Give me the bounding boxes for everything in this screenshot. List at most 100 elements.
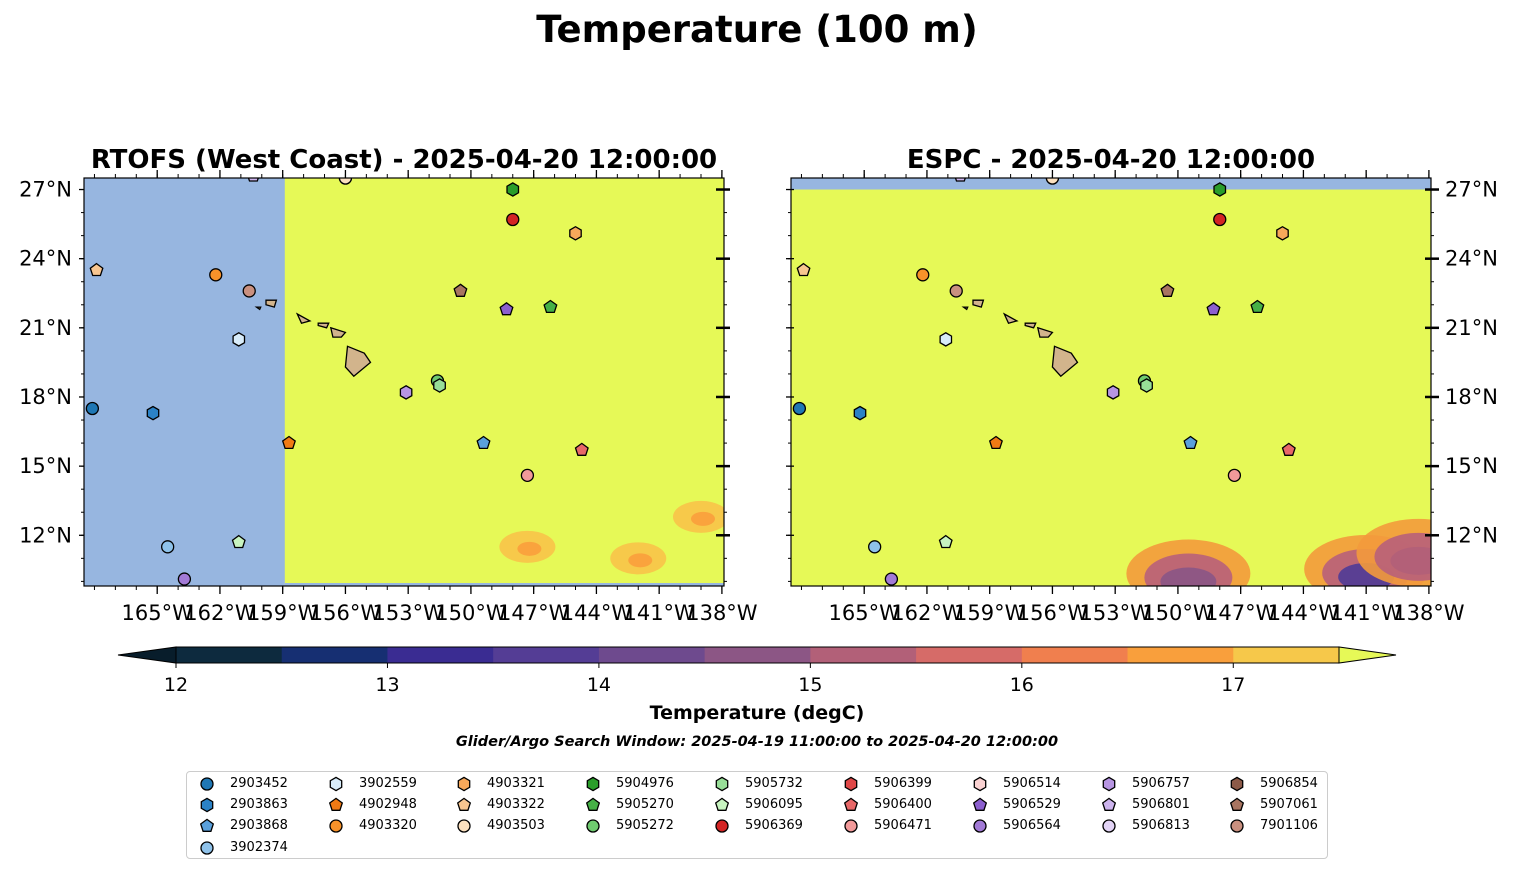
float-marker-2903452 [85,401,100,416]
legend-marker-icon [456,797,472,812]
temperature-field [791,178,1431,586]
legend-label: 4903321 [487,776,545,791]
x-tick-label: 138°W [686,601,758,625]
island-land [972,299,985,308]
island-land [254,306,262,311]
legend-marker-icon [200,777,214,791]
legend-label: 4903320 [359,818,417,834]
y-tick-label: 15°N [19,454,72,478]
temperature-colorbar: 12 13 14 15 16 17 [117,646,1397,696]
legend-marker-icon [973,819,987,834]
island-land [295,312,312,324]
legend-label: 5906801 [1132,797,1190,813]
legend-marker-icon [328,797,344,812]
float-marker-5906471 [1227,468,1242,483]
float-marker-5906801 [247,178,259,182]
no-data-region [791,178,1431,190]
legend-marker-icon [329,776,343,792]
legend-label: 5906854 [1260,776,1318,791]
legend-marker-icon [1229,797,1245,812]
y-tick-label: 21°N [19,316,72,340]
island-land [265,299,278,308]
island-land [1036,326,1054,338]
float-marker-3902374 [868,540,882,554]
legend-label: 5905732 [745,776,803,791]
legend-marker-icon [844,819,858,834]
colorbar-tick-label: 16 [1010,674,1034,696]
float-marker-5905270 [1250,299,1265,314]
legend-marker-icon [586,819,600,834]
legend-marker-icon [715,819,729,834]
y-tick-label: 15°N [1445,454,1498,478]
no-data-region [84,178,285,586]
espc-map-panel: ESPC - 2025-04-20 12:00:00 165°W162°W159°… [786,145,1498,625]
float-marker-5906564 [177,572,192,586]
y-tick-label: 24°N [1445,247,1498,271]
y-tick-label: 12°N [1445,523,1498,547]
legend-label: 3902374 [230,839,288,855]
float-marker-5906369 [506,212,520,227]
x-tick-label: 150°W [435,601,507,625]
float-marker-3902559 [939,332,953,347]
legend-marker-icon [844,776,858,792]
legend-label: 5906471 [874,818,932,834]
x-tick-label: 150°W [1142,601,1214,625]
y-tick-label: 18°N [19,385,72,409]
float-marker-2903868 [1183,435,1198,450]
float-marker-5906564 [884,572,899,586]
float-marker-4903322 [796,262,811,277]
island-land [344,345,372,378]
legend-label: 5904976 [616,776,674,791]
colorbar-bin [916,647,1023,663]
float-marker-2903868 [476,435,491,450]
legend-marker-icon [1102,819,1116,834]
float-marker-7901106 [949,284,963,298]
legend-marker-icon [457,776,471,792]
x-tick-label: 147°W [1205,601,1277,625]
float-marker-2903452 [792,401,807,416]
legend-label: 5905272 [616,818,674,834]
legend-label: 5906514 [1003,776,1061,791]
y-tick-label: 27°N [1445,178,1498,202]
y-tick-label: 12°N [19,523,72,547]
legend-marker-icon [843,797,859,812]
legend-label: 4903322 [487,797,545,813]
x-tick-label: 144°W [1268,601,1340,625]
y-tick-label: 24°N [19,247,72,271]
colorbar-bin [598,647,706,663]
colorbar-bin [387,647,494,663]
panel-title: ESPC - 2025-04-20 12:00:00 [907,145,1315,175]
legend-label: 5906399 [874,776,932,791]
colorbar-label: Temperature (degC) [650,702,865,724]
float-marker-5906757 [399,385,413,400]
legend-marker-icon [1230,776,1244,792]
legend-marker-icon [714,797,730,812]
float-marker-3902374 [161,540,175,554]
x-tick-label: 165°W [122,601,194,625]
float-marker-5905732 [433,378,446,393]
panel-title: RTOFS (West Coast) - 2025-04-20 12:00:00 [91,145,717,175]
float-marker-5906400 [1281,442,1296,456]
colorbar-bin [1127,647,1234,663]
float-marker-4903320 [916,268,930,282]
float-marker-5906757 [1106,385,1120,400]
float-marker-5906471 [520,468,535,483]
float-marker-5904976 [1213,182,1227,197]
legend-label: 5906757 [1132,776,1190,791]
legend-label: 5906529 [1003,797,1061,813]
colorbar-tick-label: 12 [164,674,188,696]
float-marker-5906400 [574,442,589,456]
colorbar-tick-label: 14 [587,674,611,696]
legend-label: 5906564 [1003,818,1061,834]
island-land [1024,322,1037,329]
x-tick-label: 138°W [1393,601,1465,625]
x-tick-label: 162°W [891,601,963,625]
float-marker-2903863 [146,405,160,421]
legend-marker-icon [329,819,343,834]
float-marker-5904976 [506,182,520,197]
legend-label: 2903452 [230,776,288,791]
rtofs-map-panel: RTOFS (West Coast) - 2025-04-20 12:00:00… [19,145,758,625]
x-tick-label: 153°W [1080,601,1152,625]
colorbar-bin [493,647,600,663]
x-tick-label: 153°W [373,601,445,625]
